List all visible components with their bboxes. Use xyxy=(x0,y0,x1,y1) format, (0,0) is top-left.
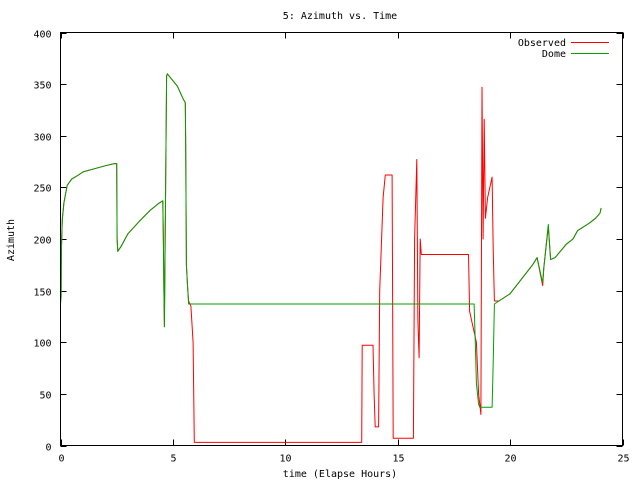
x-tick-label: 5 xyxy=(170,454,176,465)
chart-title: 5: Azimuth vs. Time xyxy=(283,11,397,22)
y-tick-label: 350 xyxy=(33,81,51,92)
x-tick-label: 15 xyxy=(392,454,404,465)
y-tick-label: 50 xyxy=(39,391,51,402)
axis-ticks: 0 50 100 150 200 250 300 350 400 0 5 10 15 20 25 xyxy=(33,30,629,465)
legend-label-observed: Observed xyxy=(518,38,566,49)
series-line-dome xyxy=(60,73,602,408)
x-tick-label: 10 xyxy=(279,454,291,465)
series-line-observed xyxy=(60,73,602,443)
x-tick-label: 20 xyxy=(504,454,516,465)
y-tick-label: 300 xyxy=(33,133,51,144)
legend: Observed Dome xyxy=(518,38,609,60)
y-axis-label: Azimuth xyxy=(6,219,17,261)
y-tick-label: 100 xyxy=(33,339,51,350)
x-axis-label: time (Elapse Hours) xyxy=(283,469,397,480)
y-tick-label: 0 xyxy=(45,443,51,454)
y-tick-label: 250 xyxy=(33,184,51,195)
series-lines xyxy=(60,73,602,443)
x-tick-label: 0 xyxy=(58,454,64,465)
plot-frame xyxy=(60,32,623,446)
legend-label-dome: Dome xyxy=(542,49,566,60)
y-tick-label: 200 xyxy=(33,236,51,247)
y-tick-label: 150 xyxy=(33,288,51,299)
x-tick-label: 25 xyxy=(617,454,629,465)
y-tick-label: 400 xyxy=(33,30,51,41)
